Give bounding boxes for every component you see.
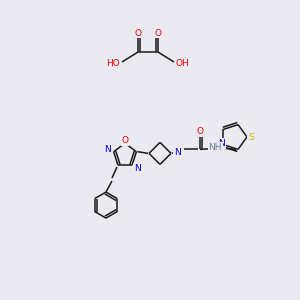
Text: NH: NH bbox=[208, 143, 222, 152]
Text: N: N bbox=[104, 145, 111, 154]
Text: N: N bbox=[174, 148, 181, 157]
Text: S: S bbox=[248, 134, 254, 142]
Text: O: O bbox=[154, 28, 161, 38]
Text: OH: OH bbox=[176, 59, 190, 68]
Text: HO: HO bbox=[106, 59, 120, 68]
Text: N: N bbox=[134, 164, 141, 172]
Text: O: O bbox=[122, 136, 128, 145]
Text: O: O bbox=[134, 28, 142, 38]
Text: O: O bbox=[196, 127, 203, 136]
Text: N: N bbox=[218, 139, 225, 148]
